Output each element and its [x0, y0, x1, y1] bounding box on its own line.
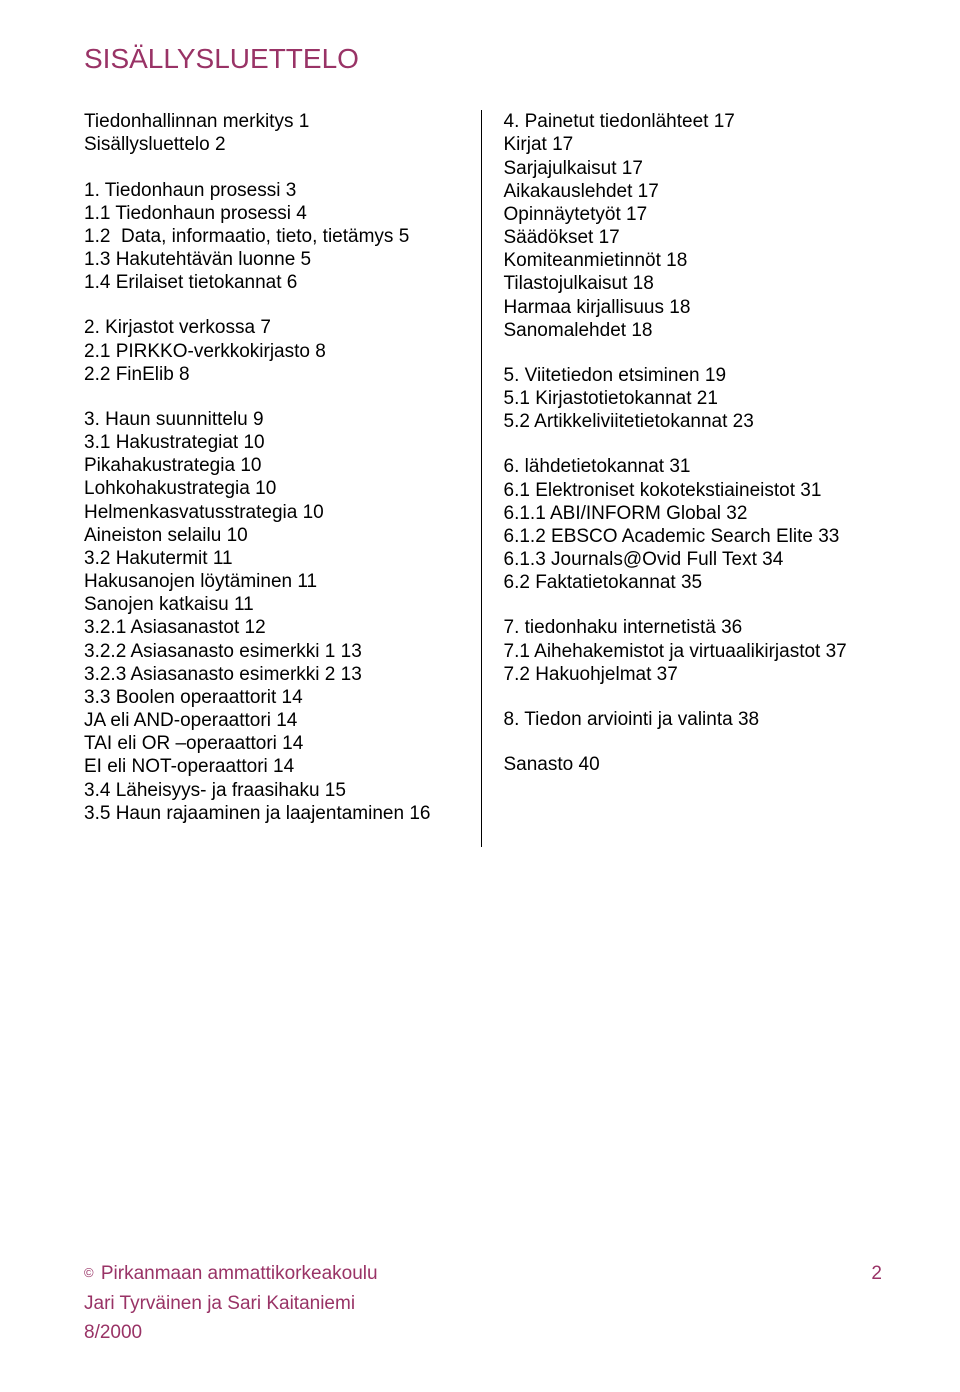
right-column: 4. Painetut tiedonlähteet 17Kirjat 17Sar…	[482, 110, 883, 847]
toc-entry: Säädökset 17	[504, 226, 883, 249]
toc-entry: 4. Painetut tiedonlähteet 17	[504, 110, 883, 133]
toc-entry: Sisällysluettelo 2	[84, 133, 463, 156]
toc-entry: 2.2 FinElib 8	[84, 363, 463, 386]
toc-entry: Komiteanmietinnöt 18	[504, 249, 883, 272]
toc-group: Tiedonhallinnan merkitys 1Sisällysluette…	[84, 110, 463, 156]
toc-entry: 6.1 Elektroniset kokotekstiaineistot 31	[504, 479, 883, 502]
toc-group: 1. Tiedonhaun prosessi 31.1 Tiedonhaun p…	[84, 179, 463, 295]
toc-entry: 1.1 Tiedonhaun prosessi 4	[84, 202, 463, 225]
toc-entry: Aikakauslehdet 17	[504, 180, 883, 203]
toc-entry: 3.2.3 Asiasanasto esimerkki 2 13	[84, 663, 463, 686]
toc-entry: 1.4 Erilaiset tietokannat 6	[84, 271, 463, 294]
toc-entry: JA eli AND-operaattori 14	[84, 709, 463, 732]
footer: © Pirkanmaan ammattikorkeakoulu Jari Tyr…	[84, 1262, 882, 1350]
footer-institution: Pirkanmaan ammattikorkeakoulu	[101, 1263, 378, 1284]
toc-entry: 7. tiedonhaku internetistä 36	[504, 616, 883, 639]
toc-entry: 5.1 Kirjastotietokannat 21	[504, 387, 883, 410]
toc-group: 8. Tiedon arviointi ja valinta 38	[504, 708, 883, 731]
page-title: SISÄLLYSLUETTELO	[84, 42, 882, 76]
toc-entry: 7.2 Hakuohjelmat 37	[504, 663, 883, 686]
toc-entry: Tilastojulkaisut 18	[504, 272, 883, 295]
toc-entry: 3.2 Hakutermit 11	[84, 547, 463, 570]
toc-entry: 3.4 Läheisyys- ja fraasihaku 15	[84, 779, 463, 802]
toc-entry: Sanojen katkaisu 11	[84, 593, 463, 616]
toc-entry: 5.2 Artikkeliviitetietokannat 23	[504, 410, 883, 433]
toc-entry: Pikahakustrategia 10	[84, 454, 463, 477]
toc-entry: 7.1 Aihehakemistot ja virtuaalikirjastot…	[504, 640, 883, 663]
toc-entry: Opinnäytetyöt 17	[504, 203, 883, 226]
toc-entry: 8. Tiedon arviointi ja valinta 38	[504, 708, 883, 731]
toc-entry: 3. Haun suunnittelu 9	[84, 408, 463, 431]
toc-entry: 3.1 Hakustrategiat 10	[84, 431, 463, 454]
toc-group: 3. Haun suunnittelu 93.1 Hakustrategiat …	[84, 408, 463, 825]
toc-entry: 3.2.2 Asiasanasto esimerkki 1 13	[84, 640, 463, 663]
toc-entry: 5. Viitetiedon etsiminen 19	[504, 364, 883, 387]
toc-entry: Aineiston selailu 10	[84, 524, 463, 547]
left-column: Tiedonhallinnan merkitys 1Sisällysluette…	[84, 110, 482, 847]
toc-group: 5. Viitetiedon etsiminen 195.1 Kirjastot…	[504, 364, 883, 434]
toc-entry: 2.1 PIRKKO-verkkokirjasto 8	[84, 340, 463, 363]
toc-columns: Tiedonhallinnan merkitys 1Sisällysluette…	[84, 110, 882, 847]
page-number: 2	[871, 1262, 882, 1285]
toc-entry: Tiedonhallinnan merkitys 1	[84, 110, 463, 133]
toc-entry: Sanasto 40	[504, 753, 883, 776]
toc-group: 2. Kirjastot verkossa 72.1 PIRKKO-verkko…	[84, 316, 463, 386]
toc-entry: Lohkohakustrategia 10	[84, 477, 463, 500]
footer-institution-line: © Pirkanmaan ammattikorkeakoulu	[84, 1262, 378, 1285]
toc-group: 6. lähdetietokannat 316.1 Elektroniset k…	[504, 455, 883, 594]
toc-entry: 1.2 Data, informaatio, tieto, tietämys 5	[84, 225, 463, 248]
toc-entry: 3.2.1 Asiasanastot 12	[84, 616, 463, 639]
toc-entry: EI eli NOT-operaattori 14	[84, 755, 463, 778]
toc-entry: 1.3 Hakutehtävän luonne 5	[84, 248, 463, 271]
footer-date: 8/2000	[84, 1321, 378, 1344]
toc-group: 7. tiedonhaku internetistä 367.1 Aihehak…	[504, 616, 883, 686]
toc-group: Sanasto 40	[504, 753, 883, 776]
page: SISÄLLYSLUETTELO Tiedonhallinnan merkity…	[0, 0, 960, 1392]
toc-entry: Helmenkasvatusstrategia 10	[84, 501, 463, 524]
toc-entry: 6.2 Faktatietokannat 35	[504, 571, 883, 594]
toc-entry: 6.1.2 EBSCO Academic Search Elite 33	[504, 525, 883, 548]
toc-entry: 6.1.1 ABI/INFORM Global 32	[504, 502, 883, 525]
toc-entry: Sanomalehdet 18	[504, 319, 883, 342]
copyright-symbol: ©	[84, 1265, 94, 1280]
toc-entry: Harmaa kirjallisuus 18	[504, 296, 883, 319]
footer-left: © Pirkanmaan ammattikorkeakoulu Jari Tyr…	[84, 1262, 378, 1350]
footer-authors: Jari Tyrväinen ja Sari Kaitaniemi	[84, 1292, 378, 1315]
toc-entry: TAI eli OR –operaattori 14	[84, 732, 463, 755]
toc-entry: Kirjat 17	[504, 133, 883, 156]
toc-entry: 3.3 Boolen operaattorit 14	[84, 686, 463, 709]
toc-entry: 3.5 Haun rajaaminen ja laajentaminen 16	[84, 802, 463, 825]
toc-entry: 6.1.3 Journals@Ovid Full Text 34	[504, 548, 883, 571]
toc-entry: Sarjajulkaisut 17	[504, 157, 883, 180]
toc-group: 4. Painetut tiedonlähteet 17Kirjat 17Sar…	[504, 110, 883, 342]
toc-entry: 2. Kirjastot verkossa 7	[84, 316, 463, 339]
toc-entry: 1. Tiedonhaun prosessi 3	[84, 179, 463, 202]
toc-entry: 6. lähdetietokannat 31	[504, 455, 883, 478]
toc-entry: Hakusanojen löytäminen 11	[84, 570, 463, 593]
